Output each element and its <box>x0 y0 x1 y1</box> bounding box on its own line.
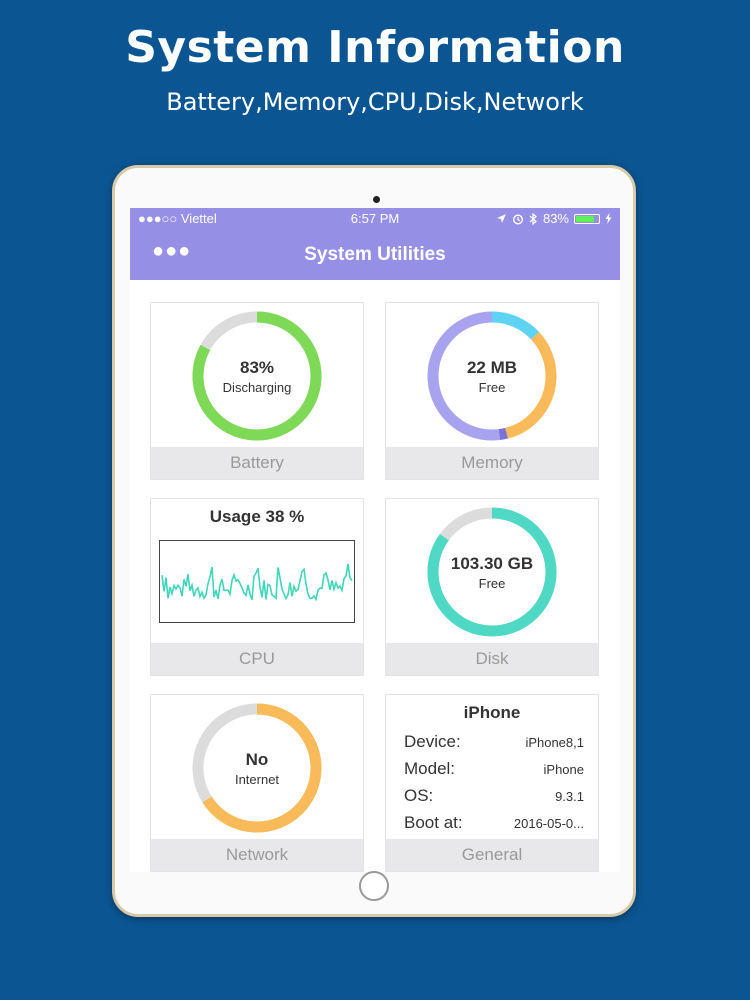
cpu-tile[interactable]: Usage 38 % CPU <box>150 498 364 676</box>
info-row-model: Model: iPhone <box>404 759 584 783</box>
more-dots-icon[interactable]: ●●● <box>152 240 192 262</box>
battery-value: 83% <box>239 358 275 377</box>
memory-ring-segment-3 <box>427 311 557 441</box>
network-gauge: No Internet <box>151 695 363 839</box>
location-arrow-icon <box>497 214 506 223</box>
battery-percent: 83% <box>542 211 569 226</box>
network-ring-fill <box>192 703 322 833</box>
info-label: Device: <box>404 732 461 751</box>
network-value: No <box>245 750 269 769</box>
disk-tile[interactable]: 103.30 GB Free Disk <box>385 498 599 676</box>
memory-status: Free <box>478 380 506 395</box>
memory-value: 22 MB <box>466 358 518 377</box>
battery-tile[interactable]: 83% Discharging Battery <box>150 302 364 480</box>
network-tile[interactable]: No Internet Network <box>150 694 364 872</box>
alarm-clock-icon <box>512 213 523 225</box>
info-row-boot: Boot at: 2016-05-0... <box>404 813 584 837</box>
battery-gauge: 83% Discharging <box>151 303 363 447</box>
memory-caption: Memory <box>386 447 598 479</box>
home-button[interactable] <box>359 871 389 901</box>
tablet-frame: ●●●○○ Viettel 6:57 PM 83% ●●● System Uti… <box>112 165 636 917</box>
info-value: iPhone8,1 <box>525 735 584 750</box>
carrier-label: ●●●○○ Viettel <box>138 211 217 226</box>
cpu-caption: CPU <box>151 643 363 675</box>
general-caption: General <box>386 839 598 871</box>
info-label: OS: <box>404 786 434 805</box>
info-value: iPhone <box>543 762 584 777</box>
memory-ring-segment-1 <box>427 311 557 441</box>
status-right: 83% <box>496 211 612 226</box>
disk-value: 103.30 GB <box>450 554 534 573</box>
battery-ring-fill <box>192 311 322 441</box>
nav-title: System Utilities <box>304 244 446 265</box>
bluetooth-icon <box>529 212 537 225</box>
info-label: Model: <box>404 759 456 778</box>
general-tile[interactable]: iPhone Device: iPhone8,1 Model: iPhone O… <box>385 694 599 872</box>
battery-icon <box>574 213 600 224</box>
promo-title: System Information <box>125 22 625 73</box>
device-name: iPhone <box>463 703 521 722</box>
info-row-os: OS: 9.3.1 <box>404 786 584 810</box>
battery-status: Discharging <box>222 380 292 395</box>
cpu-usage-title: Usage 38 % <box>209 507 305 526</box>
disk-status: Free <box>478 576 506 591</box>
camera-icon <box>373 196 380 203</box>
promo-subtitle: Battery,Memory,CPU,Disk,Network <box>166 88 584 116</box>
memory-tile[interactable]: 22 MB Free Memory <box>385 302 599 480</box>
info-label: Boot at: <box>404 813 463 832</box>
memory-gauge: 22 MB Free <box>386 303 598 447</box>
network-status: Internet <box>234 772 280 787</box>
disk-caption: Disk <box>386 643 598 675</box>
cpu-usage-chart <box>159 540 355 623</box>
status-time: 6:57 PM <box>350 211 400 226</box>
info-row-device: Device: iPhone8,1 <box>404 732 584 756</box>
info-value: 2016-05-0... <box>513 816 584 831</box>
status-bar: ●●●○○ Viettel 6:57 PM 83% <box>130 208 620 230</box>
disk-ring-fill <box>427 507 557 637</box>
battery-caption: Battery <box>151 447 363 479</box>
nav-bar: ●●● System Utilities <box>130 230 620 280</box>
network-caption: Network <box>151 839 363 871</box>
disk-gauge: 103.30 GB Free <box>386 499 598 643</box>
info-value: 9.3.1 <box>555 789 584 804</box>
charging-bolt-icon <box>605 213 612 224</box>
app-screen: ●●●○○ Viettel 6:57 PM 83% ●●● System Uti… <box>130 208 620 872</box>
